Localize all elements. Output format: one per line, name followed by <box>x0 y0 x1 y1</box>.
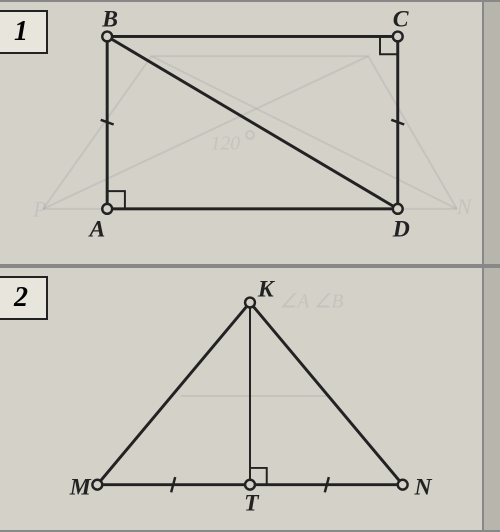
label-b: B <box>101 7 118 33</box>
vertex-n <box>398 480 408 490</box>
vertex-m <box>92 480 102 490</box>
vertex-k <box>245 298 255 308</box>
ghost-text: N <box>456 195 473 219</box>
label-d: D <box>392 216 410 242</box>
panel-1: 1 120 N P A B C D <box>0 0 500 266</box>
label-t: T <box>244 490 260 516</box>
label-a: A <box>87 216 105 242</box>
label-c: C <box>393 7 409 33</box>
diagram-1: 120 N P A B C D <box>0 2 500 264</box>
vertex-b <box>102 32 112 42</box>
label-m: M <box>69 475 92 501</box>
number-label: 1 <box>14 16 28 47</box>
diagram-2: ∠A ∠B K M N T <box>0 268 500 530</box>
problem-number-1: 1 <box>0 10 48 54</box>
svg-text:∠A ∠B: ∠A ∠B <box>280 290 344 312</box>
label-k: K <box>257 277 276 303</box>
ghost-layer: ∠A ∠B <box>181 290 343 396</box>
vertex-a <box>102 204 112 214</box>
number-label: 2 <box>14 282 28 313</box>
page-gutter <box>482 268 500 530</box>
panel-2: 2 ∠A ∠B K M N T <box>0 266 500 532</box>
label-n: N <box>413 475 432 501</box>
ghost-layer: 120 N P <box>32 56 473 222</box>
ghost-text: P <box>32 198 46 222</box>
page-gutter <box>482 2 500 264</box>
vertex-t <box>245 480 255 490</box>
vertex-d <box>393 204 403 214</box>
vertex-c <box>393 32 403 42</box>
problem-number-2: 2 <box>0 276 48 320</box>
ghost-text: 120 <box>211 133 241 155</box>
